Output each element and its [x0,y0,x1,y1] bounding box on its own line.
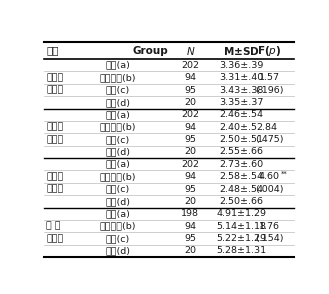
Text: 4.91±1.29: 4.91±1.29 [216,209,266,218]
Text: 외동(d): 외동(d) [105,147,130,156]
Text: 2.55±.66: 2.55±.66 [219,147,263,156]
Text: 3.36±.39: 3.36±.39 [219,61,264,70]
Text: 첫째(a): 첫째(a) [105,160,130,169]
Text: 외동(d): 외동(d) [105,246,130,255]
Text: (.196): (.196) [255,86,284,94]
Text: 94: 94 [184,73,196,82]
Text: 2.48±.54: 2.48±.54 [219,185,263,193]
Text: (.154): (.154) [255,234,284,243]
Text: 94: 94 [184,222,196,231]
Text: (.475): (.475) [255,135,284,144]
Text: 94: 94 [184,172,196,181]
Text: 외동(d): 외동(d) [105,98,130,107]
Text: 20: 20 [184,98,196,107]
Text: 20: 20 [184,246,196,255]
Text: 5.28±1.31: 5.28±1.31 [216,246,266,255]
Text: 막내(c): 막내(c) [106,86,130,94]
Text: 막내(c): 막내(c) [106,234,130,243]
Text: **: ** [281,171,288,177]
Text: 94: 94 [184,123,196,132]
Text: 2.50±.66: 2.50±.66 [219,197,263,206]
Text: 95: 95 [184,135,196,144]
Text: 95: 95 [184,86,196,94]
Text: 3.31±.40: 3.31±.40 [219,73,264,82]
Text: 외동(d): 외동(d) [105,197,130,206]
Text: 202: 202 [181,110,199,119]
Text: 3.35±.37: 3.35±.37 [219,98,264,107]
Text: .84: .84 [262,123,277,132]
Text: 두째이하(b): 두째이하(b) [99,73,136,82]
Text: 198: 198 [181,209,199,218]
Text: 첫째(a): 첫째(a) [105,110,130,119]
Text: 두째이하(b): 두째이하(b) [99,172,136,181]
Text: 5.14±1.18: 5.14±1.18 [216,222,266,231]
Text: 첫째(a): 첫째(a) [105,61,130,70]
Text: 결 혼
이미지: 결 혼 이미지 [46,222,63,243]
Text: 막내(c): 막내(c) [106,135,130,144]
Text: 두째이하(b): 두째이하(b) [99,222,136,231]
Text: 2.50±.51: 2.50±.51 [219,135,263,144]
Text: Group: Group [132,46,168,56]
Text: $\mathbf{\mathit{N}}$: $\mathbf{\mathit{N}}$ [186,45,195,56]
Text: 안정적
가치관: 안정적 가치관 [46,73,63,95]
Text: 4.60: 4.60 [259,172,280,181]
Text: 5.22±1.29: 5.22±1.29 [216,234,266,243]
Text: 202: 202 [181,160,199,169]
Text: 2.46±.54: 2.46±.54 [219,110,263,119]
Text: 202: 202 [181,61,199,70]
Text: 보수적
가치관: 보수적 가치관 [46,123,63,144]
Text: 막내(c): 막내(c) [106,185,130,193]
Text: 20: 20 [184,197,196,206]
Text: 95: 95 [184,234,196,243]
Text: (.004): (.004) [255,185,284,193]
Text: 2.58±.54: 2.58±.54 [219,172,263,181]
Text: 2.73±.60: 2.73±.60 [219,160,263,169]
Text: 20: 20 [184,147,196,156]
Text: 2.40±.52: 2.40±.52 [219,123,263,132]
Text: $\mathbf{F(}\mathbf{\mathit{p}}\mathbf{)}$: $\mathbf{F(}\mathbf{\mathit{p}}\mathbf{)… [257,44,282,58]
Text: $\mathbf{M{\pm}SD}$: $\mathbf{M{\pm}SD}$ [223,45,260,56]
Text: 두째이하(b): 두째이하(b) [99,123,136,132]
Text: 소극적
가치관: 소극적 가치관 [46,172,63,194]
Text: 95: 95 [184,185,196,193]
Text: 3.43±.38: 3.43±.38 [219,86,264,94]
Text: 1.76: 1.76 [259,222,280,231]
Text: 첫째(a): 첫째(a) [105,209,130,218]
Text: 1.57: 1.57 [259,73,280,82]
Text: 변인: 변인 [46,46,59,56]
